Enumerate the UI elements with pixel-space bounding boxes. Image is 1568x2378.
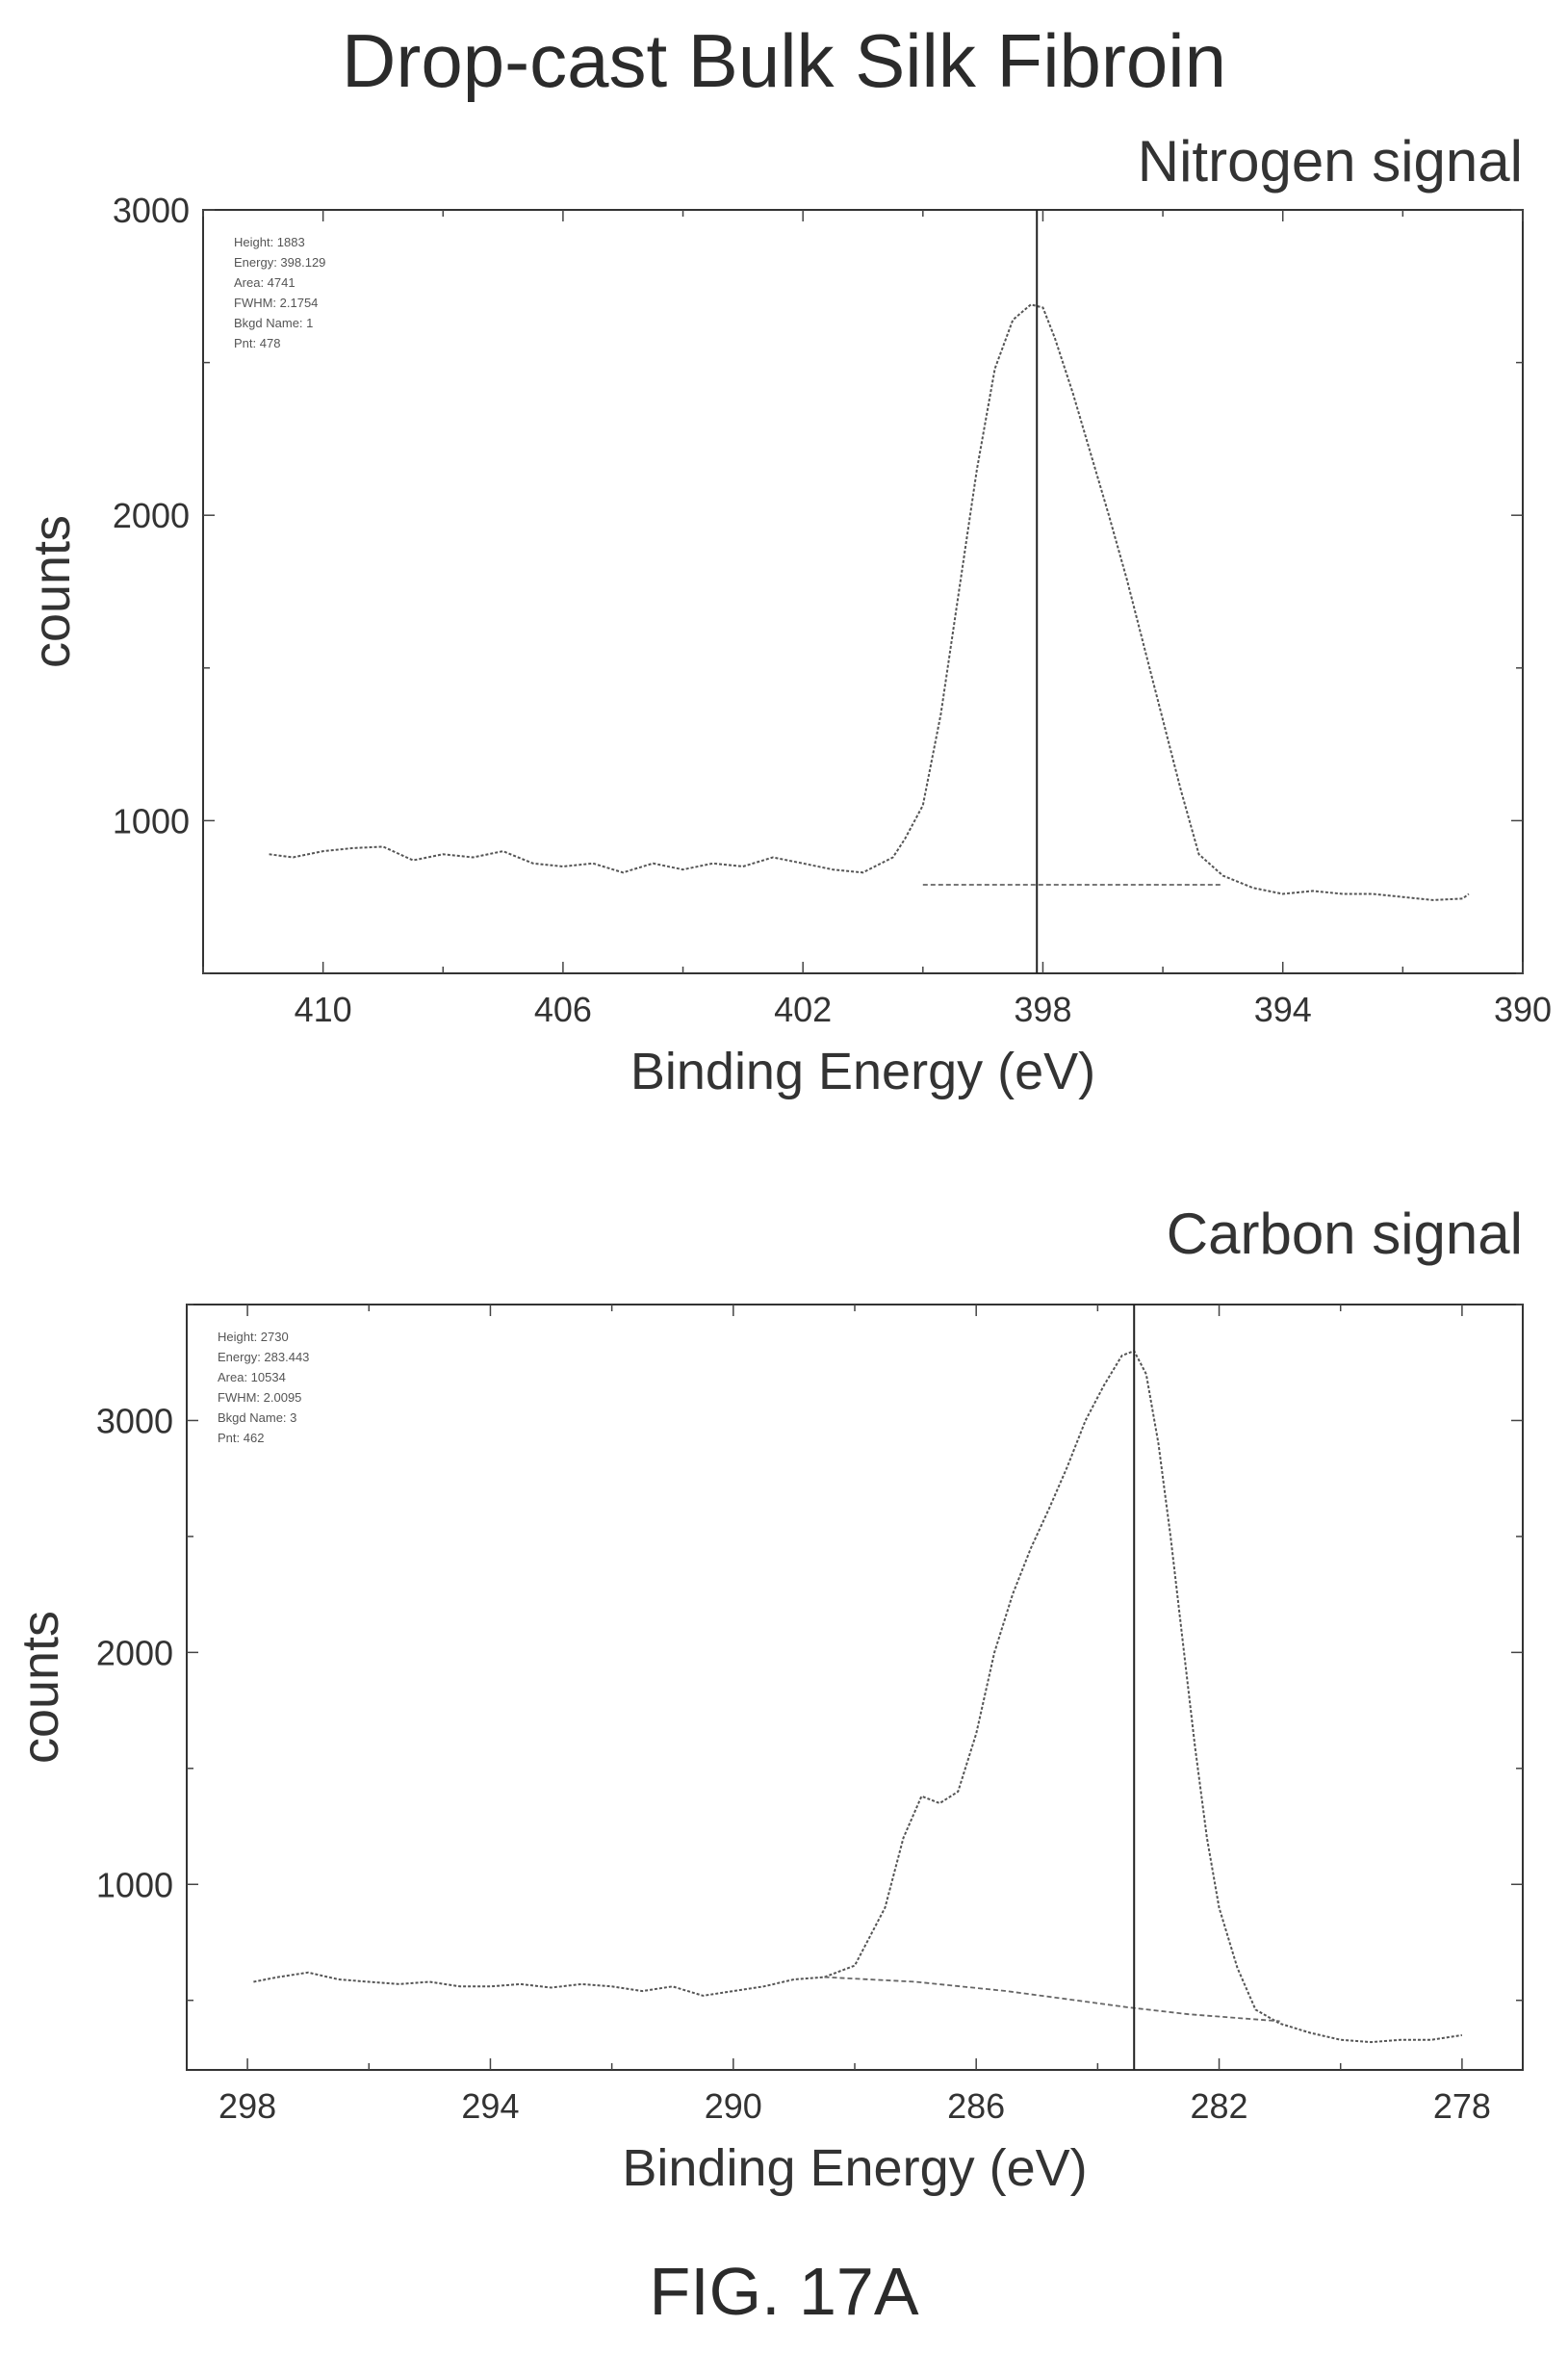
y-tick-label: 1000 xyxy=(96,1865,173,1904)
plot-frame xyxy=(186,1304,1524,2071)
panel-title: Nitrogen signal xyxy=(1138,129,1523,194)
x-tick-label: 290 xyxy=(705,2086,762,2126)
plot-frame xyxy=(202,209,1524,974)
y-tick-label: 3000 xyxy=(96,1401,173,1440)
y-tick-label: 3000 xyxy=(113,191,190,230)
y-tick-label: 2000 xyxy=(96,1633,173,1672)
x-tick-label: 410 xyxy=(295,990,352,1029)
carbon-chart: Carbon signal 298 294 290 286 282 278 1000 2000 3… xyxy=(12,1202,1524,2197)
peak-info-line: Area: 4741 xyxy=(234,275,296,290)
x-tick-label: 286 xyxy=(947,2086,1005,2126)
x-tick-label: 294 xyxy=(461,2086,519,2126)
panel-title: Carbon signal xyxy=(1167,1202,1523,1266)
y-axis-title: counts xyxy=(12,1611,69,1764)
x-tick-label: 406 xyxy=(534,990,592,1029)
peak-info-line: FWHM: 2.0095 xyxy=(218,1390,301,1405)
peak-info-line: FWHM: 2.1754 xyxy=(234,296,318,310)
peak-info-line: Energy: 283.443 xyxy=(218,1350,309,1364)
peak-info-line: Pnt: 462 xyxy=(218,1431,264,1445)
figure-title: Drop-cast Bulk Silk Fibroin xyxy=(342,18,1226,103)
x-tick-label: 394 xyxy=(1254,990,1312,1029)
x-tick-label: 402 xyxy=(774,990,832,1029)
peak-info-line: Bkgd Name: 1 xyxy=(234,316,313,330)
background-line xyxy=(824,1976,1280,2023)
x-tick-label: 298 xyxy=(218,2086,276,2126)
x-tick-label: 398 xyxy=(1014,990,1071,1029)
peak-info-line: Height: 2730 xyxy=(218,1330,289,1344)
x-tick-label: 390 xyxy=(1494,990,1552,1029)
x-tick-label: 282 xyxy=(1191,2086,1248,2126)
peak-info-line: Bkgd Name: 3 xyxy=(218,1410,296,1425)
spectrum-line xyxy=(269,303,1470,901)
peak-info-line: Area: 10534 xyxy=(218,1370,286,1384)
x-axis-title: Binding Energy (eV) xyxy=(622,2139,1087,2197)
figure-label: FIG. 17A xyxy=(649,2254,919,2329)
y-tick-label: 2000 xyxy=(113,496,190,535)
nitrogen-chart: Nitrogen signal 410 406 402 398 394 390 1000 200… xyxy=(23,129,1552,1100)
peak-info-line: Pnt: 478 xyxy=(234,336,280,350)
y-axis-title: counts xyxy=(23,515,81,668)
peak-info-line: Height: 1883 xyxy=(234,235,305,249)
x-axis-title: Binding Energy (eV) xyxy=(630,1043,1095,1100)
y-tick-label: 1000 xyxy=(113,801,190,840)
x-tick-label: 278 xyxy=(1433,2086,1491,2126)
peak-info-line: Energy: 398.129 xyxy=(234,255,325,270)
spectrum-line xyxy=(253,1349,1463,2044)
